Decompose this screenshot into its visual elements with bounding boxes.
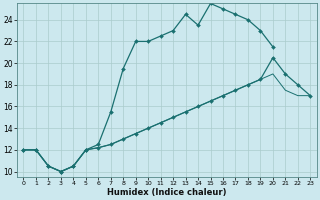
X-axis label: Humidex (Indice chaleur): Humidex (Indice chaleur) [107,188,227,197]
